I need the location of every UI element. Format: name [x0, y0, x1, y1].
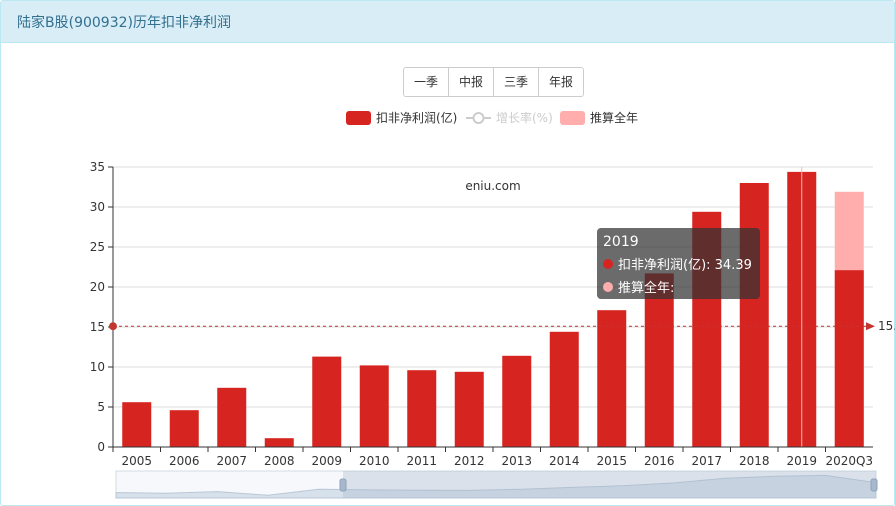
half-year-button[interactable]: 中报 — [448, 68, 494, 96]
x-tick-label-8: 2013 — [501, 454, 532, 468]
legend-swatch-0[interactable] — [346, 111, 371, 125]
bar-2011[interactable] — [407, 370, 437, 447]
watermark: eniu.com — [465, 179, 520, 193]
x-tick-label-14: 2019 — [786, 454, 817, 468]
zoom-handle-right[interactable] — [870, 478, 878, 492]
bar-2013[interactable] — [502, 355, 532, 447]
x-tick-label-4: 2009 — [311, 454, 342, 468]
legend-label-0[interactable]: 扣非净利润(亿) — [376, 110, 457, 125]
period-button-group: 一季 中报 三季 年报 — [403, 67, 585, 97]
markline-arrow — [866, 322, 875, 331]
panel-heading: 陆家B股(900932)历年扣非净利润 — [1, 1, 894, 43]
q1-button[interactable]: 一季 — [404, 68, 449, 96]
tooltip-row-profit: 扣非净利润(亿): 34.39 — [603, 254, 754, 273]
y-tick-label-0: 0 — [97, 440, 105, 454]
legend-label-1[interactable]: 增长率(%) — [496, 110, 553, 125]
legend-swatch-2[interactable] — [560, 111, 585, 125]
tooltip-row-estimate: 推算全年: — [603, 277, 754, 296]
markline-start-dot — [109, 322, 117, 331]
x-tick-label-11: 2016 — [644, 454, 675, 468]
bar-2014[interactable] — [549, 331, 579, 447]
x-tick-label-9: 2014 — [549, 454, 580, 468]
y-tick-label-7: 35 — [90, 160, 105, 174]
average-markline: 15. — [109, 319, 895, 333]
tooltip: 2019 扣非净利润(亿): 34.39 推算全年: — [597, 228, 760, 299]
annual-button[interactable]: 年报 — [538, 68, 584, 96]
x-tick-label-6: 2011 — [406, 454, 437, 468]
bar-2010[interactable] — [359, 365, 389, 447]
y-tick-label-6: 30 — [90, 200, 105, 214]
bar-2015[interactable] — [597, 310, 627, 447]
y-tick-label-2: 10 — [90, 360, 105, 374]
bar-2016[interactable] — [644, 273, 674, 447]
bar-2008[interactable] — [264, 438, 294, 447]
x-tick-label-15: 2020Q3 — [825, 454, 873, 468]
x-tick-label-7: 2012 — [454, 454, 485, 468]
chart-legend[interactable]: 扣非净利润(亿) 增长率(%) 推算全年 — [346, 110, 638, 125]
markline-label: 15. — [878, 319, 895, 333]
x-tick-label-5: 2010 — [359, 454, 390, 468]
bar-2006[interactable] — [169, 410, 199, 447]
x-tick-label-0: 2005 — [121, 454, 152, 468]
zoom-selection[interactable] — [343, 471, 876, 498]
y-tick-label-1: 5 — [97, 400, 105, 414]
x-tick-label-10: 2015 — [596, 454, 627, 468]
tooltip-title: 2019 — [603, 234, 639, 250]
q3-button[interactable]: 三季 — [493, 68, 539, 96]
bars[interactable] — [122, 167, 864, 447]
tooltip-dot-estimate — [603, 281, 613, 292]
bar-2009[interactable] — [312, 356, 342, 447]
y-tick-label-4: 20 — [90, 280, 105, 294]
tooltip-dot-profit — [603, 258, 613, 269]
tooltip-profit-label: 扣非净利润(亿): 34.39 — [618, 258, 752, 273]
y-tick-label-3: 15 — [90, 320, 105, 334]
bar-2018[interactable] — [739, 183, 769, 447]
x-tick-label-1: 2006 — [169, 454, 200, 468]
bar-2007[interactable] — [217, 387, 247, 447]
x-tick-label-13: 2018 — [739, 454, 770, 468]
zoom-handle-left[interactable] — [339, 478, 347, 492]
legend-marker-1[interactable] — [472, 112, 485, 124]
legend-label-2[interactable]: 推算全年 — [590, 110, 638, 125]
page-title: 陆家B股(900932)历年扣非净利润 — [17, 15, 231, 31]
data-zoom-slider[interactable] — [115, 470, 878, 499]
x-tick-label-12: 2017 — [691, 454, 722, 468]
x-tick-label-2: 2007 — [216, 454, 247, 468]
bar-2012[interactable] — [454, 371, 484, 447]
tooltip-estimate-label: 推算全年: — [618, 281, 675, 296]
axes: 0 5 10 15 20 25 30 35 2005 2006 2007 2008 2009 2010 20… — [90, 160, 873, 468]
y-tick-label-5: 25 — [90, 240, 105, 254]
x-tick-label-3: 2008 — [264, 454, 295, 468]
bar-2005[interactable] — [122, 402, 152, 447]
bar-2020Q3[interactable] — [834, 270, 864, 447]
